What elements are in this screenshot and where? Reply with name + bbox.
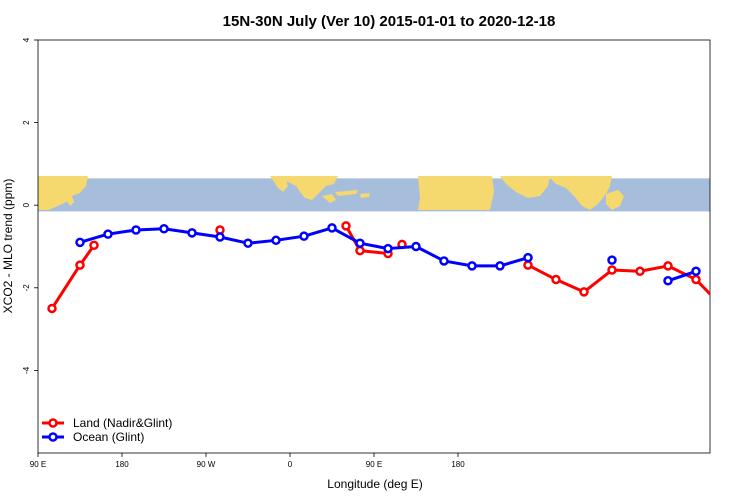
map-land-arabia [500,176,550,198]
x-tick-label: 90 W [197,460,216,469]
data-point [75,260,85,270]
data-point [299,231,309,241]
map-land-cuba [335,190,358,196]
data-point [495,261,505,271]
data-point [411,241,421,252]
legend-label-land: Land (Nadir&Glint) [73,416,172,430]
data-point [47,303,57,314]
y-axis: -4 -2 0 2 4 [22,37,38,374]
data-point [355,238,365,248]
series-line [527,263,710,297]
legend: Land (Nadir&Glint) Ocean (Glint) [42,416,172,444]
x-tick-label: 0 [288,460,293,469]
data-point [131,225,141,235]
data-point [607,265,617,275]
data-point [523,260,533,270]
chart-title: 15N-30N July (Ver 10) 2015-01-01 to 2020… [223,13,556,30]
x-tick-label: 90 E [366,460,382,469]
data-point [383,243,393,254]
data-point [635,266,645,277]
data-point [341,221,351,231]
series-line [667,269,697,283]
data-point [187,228,197,238]
map-land-north-america [276,176,338,200]
map-land-asia-east [38,176,88,210]
legend-marker-ocean [48,432,58,442]
series-ocean [75,223,701,286]
y-axis-label: XCO2 - MLO trend (ppm) [1,179,15,314]
x-tick-label: 90 E [30,460,46,469]
y-tick-label: 4 [22,37,31,42]
legend-label-ocean: Ocean (Glint) [73,430,144,444]
data-point [691,274,701,285]
data-point [89,240,99,251]
data-point [439,256,449,266]
data-point [579,287,589,297]
x-tick-label: 180 [451,460,465,469]
y-tick-label: -2 [22,284,31,292]
data-point [103,229,113,239]
data-point [607,255,617,265]
data-point [355,245,365,256]
y-tick-label: 2 [22,120,31,125]
map-land-africa [418,176,494,210]
data-point [523,252,533,263]
x-axis-label: Longitude (deg E) [327,477,422,491]
map-land-south-asia [548,176,612,210]
map-land-yucatan [322,194,336,203]
legend-marker-land [48,418,58,428]
data-point [243,238,253,248]
data-point [663,276,673,286]
series-layer [47,221,728,314]
x-tick-label: 180 [115,460,129,469]
data-point [159,223,169,234]
data-point [467,261,477,271]
map-land-baja [270,176,288,192]
data-point [691,266,701,277]
data-point [551,274,561,285]
x-axis: 90 E 180 90 W 0 90 E 180 [30,453,465,469]
data-point [75,237,85,248]
map-land-caribbean [360,193,370,198]
map-land-island [66,196,74,206]
series-line [50,244,96,310]
y-tick-label: 0 [22,202,31,207]
data-point [721,305,728,312]
map-land-indochina [606,190,624,210]
data-point [663,261,673,271]
data-point [327,223,337,233]
data-point [215,232,225,242]
y-tick-label: -4 [22,366,31,374]
series-land [47,221,728,314]
world-map-band [38,176,710,212]
data-point [271,235,281,246]
